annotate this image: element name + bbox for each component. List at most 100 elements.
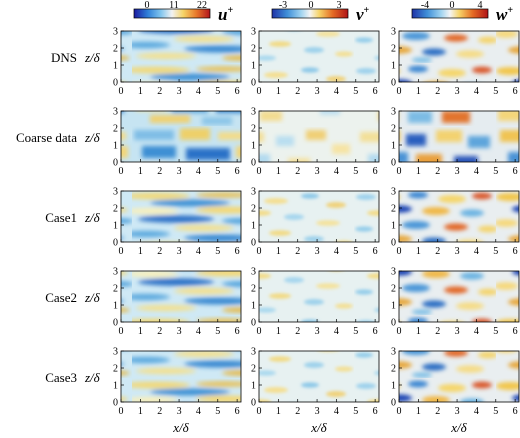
y-tick-label: 1 bbox=[391, 141, 396, 152]
x-tick-label: 4 bbox=[334, 166, 339, 177]
x-tick-label: 2 bbox=[435, 86, 440, 97]
panel-frame bbox=[258, 350, 380, 403]
y-tick-label: 3 bbox=[391, 347, 396, 358]
panel-v-row4: 0 1 2 3 0 1 2 3 4 5 6 bbox=[251, 347, 380, 417]
y-tick-label: 1 bbox=[113, 141, 118, 152]
panel-u-row2: 0 1 2 3 0 1 2 3 4 5 6 bbox=[113, 187, 242, 257]
panel-frame bbox=[120, 270, 242, 323]
y-tick-label: 1 bbox=[251, 381, 256, 392]
y-tick-label: 3 bbox=[113, 347, 118, 358]
y-tick-label: 0 bbox=[391, 238, 396, 249]
x-tick-label: 3 bbox=[177, 406, 182, 417]
y-tick-label: 1 bbox=[113, 221, 118, 232]
y-tick-label: 2 bbox=[391, 284, 396, 295]
y-tick-label: 3 bbox=[391, 187, 396, 198]
colorbar-v-sup: + bbox=[364, 5, 370, 16]
x-axis-label-u: x/δ bbox=[172, 420, 189, 435]
y-tick-label: 2 bbox=[251, 44, 256, 55]
colorbar-u-label: u+ bbox=[218, 5, 233, 24]
colorbar-u-gradient bbox=[133, 8, 211, 19]
x-tick-label: 6 bbox=[373, 326, 378, 337]
x-tick-label: 5 bbox=[353, 406, 358, 417]
x-tick-label: 1 bbox=[416, 406, 421, 417]
contour-field bbox=[399, 191, 519, 242]
y-tick-label: 0 bbox=[251, 238, 256, 249]
x-tick-label: 0 bbox=[257, 246, 262, 257]
colorbar-w-gradient bbox=[411, 8, 489, 19]
colorbar-w-label: w+ bbox=[496, 5, 513, 24]
x-tick-label: 4 bbox=[196, 406, 201, 417]
panel-u-row4: 0 1 2 3 0 1 2 3 4 5 6 bbox=[113, 347, 242, 417]
x-tick-label: 0 bbox=[397, 166, 402, 177]
x-axis-label-w: x/δ bbox=[450, 420, 467, 435]
contour-field bbox=[121, 191, 241, 242]
x-tick-label: 6 bbox=[235, 406, 240, 417]
contour-field bbox=[259, 271, 379, 322]
contour-field bbox=[259, 31, 379, 82]
panel-v-row0: 0 1 2 3 0 1 2 3 4 5 6 bbox=[251, 27, 380, 97]
x-tick-label: 6 bbox=[373, 246, 378, 257]
x-tick-label: 2 bbox=[435, 406, 440, 417]
x-tick-label: 3 bbox=[455, 246, 460, 257]
x-tick-label: 3 bbox=[315, 166, 320, 177]
x-tick-label: 5 bbox=[353, 86, 358, 97]
x-tick-label: 4 bbox=[474, 326, 479, 337]
x-tick-label: 5 bbox=[493, 326, 498, 337]
x-tick-label: 5 bbox=[353, 246, 358, 257]
y-tick-label: 2 bbox=[113, 364, 118, 375]
x-tick-label: 4 bbox=[196, 326, 201, 337]
panel-u-row0: 0 1 2 3 0 1 2 3 4 5 6 bbox=[113, 27, 242, 97]
x-tick-label: 0 bbox=[397, 406, 402, 417]
panel-frame bbox=[120, 30, 242, 83]
y-tick-label: 0 bbox=[113, 238, 118, 249]
x-tick-label: 1 bbox=[416, 246, 421, 257]
x-tick-label: 6 bbox=[513, 86, 518, 97]
y-tick-label: 0 bbox=[251, 318, 256, 329]
x-tick-label: 6 bbox=[513, 406, 518, 417]
x-tick-label: 0 bbox=[397, 246, 402, 257]
x-tick-label: 6 bbox=[373, 166, 378, 177]
x-tick-label: 4 bbox=[474, 246, 479, 257]
y-tick-label: 3 bbox=[251, 187, 256, 198]
panel-frame bbox=[398, 350, 520, 403]
x-tick-label: 3 bbox=[455, 326, 460, 337]
y-tick-label: 2 bbox=[391, 124, 396, 135]
x-tick-label: 3 bbox=[315, 86, 320, 97]
y-tick-label: 3 bbox=[391, 107, 396, 118]
x-tick-label: 3 bbox=[177, 86, 182, 97]
y-tick-label: 3 bbox=[391, 27, 396, 38]
x-tick-label: 1 bbox=[416, 86, 421, 97]
x-tick-label: 0 bbox=[119, 406, 124, 417]
contour-field bbox=[259, 351, 379, 402]
panel-frame bbox=[120, 190, 242, 243]
x-tick-label: 3 bbox=[315, 246, 320, 257]
y-tick-label: 2 bbox=[251, 204, 256, 215]
x-tick-label: 3 bbox=[315, 406, 320, 417]
colorbar-u-symbol: u bbox=[218, 5, 227, 24]
y-tick-label: 3 bbox=[113, 267, 118, 278]
y-tick-label: 1 bbox=[391, 381, 396, 392]
panel-frame bbox=[398, 270, 520, 323]
contour-field bbox=[259, 191, 379, 242]
colorbar-w: -4 0 4 w+ bbox=[411, 0, 513, 24]
contour-field bbox=[399, 271, 519, 322]
y-tick-label: 0 bbox=[113, 78, 118, 89]
x-tick-label: 5 bbox=[215, 406, 220, 417]
x-tick-label: 1 bbox=[276, 166, 281, 177]
colorbar-w-tick-min: -4 bbox=[421, 0, 429, 11]
x-tick-label: 1 bbox=[138, 406, 143, 417]
y-tick-label: 0 bbox=[113, 158, 118, 169]
x-tick-label: 4 bbox=[474, 406, 479, 417]
x-tick-label: 6 bbox=[513, 166, 518, 177]
colorbar-u-tick-max: 22 bbox=[197, 0, 207, 11]
x-tick-label: 1 bbox=[276, 406, 281, 417]
y-tick-label: 2 bbox=[251, 124, 256, 135]
x-tick-label: 3 bbox=[177, 246, 182, 257]
x-tick-label: 2 bbox=[295, 246, 300, 257]
colorbar-v-tick-mid: 0 bbox=[309, 0, 314, 11]
x-tick-label: 5 bbox=[353, 166, 358, 177]
x-tick-label: 0 bbox=[119, 86, 124, 97]
y-tick-label: 1 bbox=[391, 221, 396, 232]
colorbar-u: 0 11 22 u+ bbox=[133, 0, 233, 24]
